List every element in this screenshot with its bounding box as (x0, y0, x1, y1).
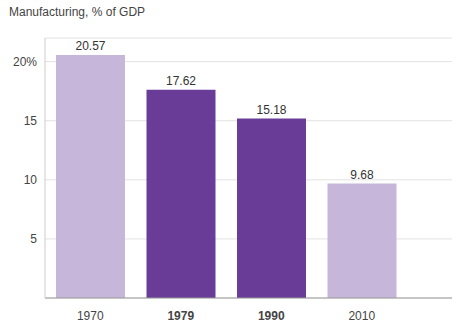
svg-text:1990: 1990 (258, 309, 285, 323)
svg-text:15.18: 15.18 (256, 103, 286, 117)
svg-text:20.57: 20.57 (75, 39, 105, 53)
svg-text:1979: 1979 (167, 309, 194, 323)
svg-text:2010: 2010 (348, 309, 375, 323)
svg-text:15: 15 (24, 114, 38, 128)
svg-text:20%: 20% (13, 55, 37, 69)
svg-text:17.62: 17.62 (166, 74, 196, 88)
svg-text:10: 10 (24, 173, 38, 187)
svg-text:9.68: 9.68 (350, 168, 374, 182)
svg-text:5: 5 (30, 232, 37, 246)
html-text:Manufacturing, % of GDP: Manufacturing, % of GDP (9, 5, 146, 19)
svg-text:1970: 1970 (77, 309, 104, 323)
